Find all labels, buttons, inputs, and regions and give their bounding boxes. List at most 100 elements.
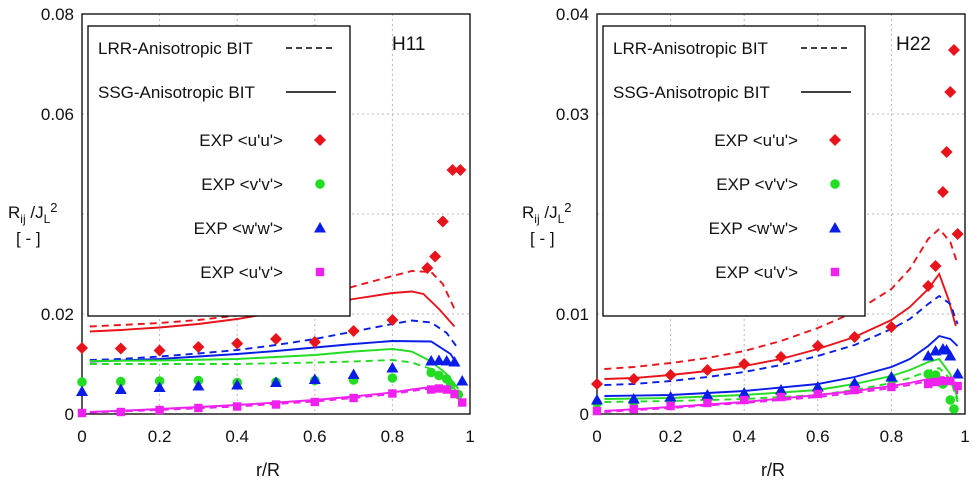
data-point-square (629, 404, 638, 414)
data-point-circle (426, 367, 437, 378)
data-point-square (887, 382, 896, 392)
y-tick-label: 0.02 (41, 305, 74, 324)
data-point-triangle (922, 350, 935, 361)
data-point-square (938, 376, 948, 386)
data-point-square (388, 389, 397, 398)
data-point-square (813, 389, 822, 399)
data-point-circle (116, 376, 126, 387)
data-point-diamond (738, 358, 751, 370)
legend-marker-square (315, 267, 325, 277)
data-point-triangle (775, 384, 787, 395)
data-point-triangle (951, 368, 964, 379)
legend-label: EXP <v'v'> (201, 175, 283, 194)
legend-marker-circle (830, 179, 840, 189)
data-point-diamond (944, 86, 957, 98)
series-line-lrr (604, 294, 959, 386)
plot-frame (81, 13, 471, 415)
data-point-triangle (701, 389, 714, 400)
data-point-diamond (701, 364, 714, 376)
data-point-triangle (347, 368, 360, 379)
legend-label: EXP <v'v'> (716, 175, 798, 194)
data-point-triangle (386, 362, 399, 373)
y-tick-label: 0.01 (556, 305, 589, 324)
legend-label: EXP <u'v'> (200, 263, 283, 282)
data-point-triangle (192, 380, 205, 391)
data-point-square (703, 398, 712, 408)
data-point-diamond (76, 342, 88, 354)
data-point-square (850, 385, 859, 395)
data-point-diamond (936, 186, 949, 198)
data-point-diamond (627, 373, 640, 385)
data-point-triangle (456, 375, 469, 386)
data-point-triangle (440, 355, 453, 366)
data-point-triangle (811, 381, 824, 392)
legend-box (602, 25, 866, 317)
data-point-square (931, 377, 940, 387)
data-point-square (458, 398, 467, 407)
series-line-ssg (89, 348, 460, 390)
legend-marker-triangle (829, 222, 841, 233)
data-point-diamond (848, 331, 861, 343)
x-axis-label: r/R (761, 460, 785, 480)
data-point-diamond (192, 341, 205, 353)
data-point-square (310, 397, 319, 407)
y-tick-label: 0 (580, 405, 589, 424)
x-tick-label: 0.2 (659, 427, 683, 446)
x-tick-label: 1 (960, 427, 969, 446)
panel-annotation: H22 (896, 34, 931, 55)
series-line-ssg (89, 340, 460, 368)
x-tick-label: 0.4 (225, 427, 249, 446)
x-tick-label: 0.8 (880, 427, 904, 446)
data-point-circle (387, 373, 398, 383)
data-point-square (442, 385, 451, 394)
x-tick-label: 0.4 (732, 427, 756, 446)
data-point-triangle (231, 379, 244, 390)
data-point-circle (930, 370, 941, 380)
data-point-circle (434, 370, 444, 381)
data-point-square (946, 376, 955, 386)
data-point-diamond (386, 314, 399, 326)
legend-label: LRR-Anisotropic BIT (98, 39, 253, 58)
legend: LRR-Anisotropic BIT SSG-Anisotropic BIT EX… (87, 25, 351, 317)
x-tick-label: 0.6 (303, 427, 327, 446)
data-point-triangle (944, 350, 957, 361)
legend-marker-circle (315, 179, 325, 189)
legend-label: EXP <w'w'> (194, 219, 283, 238)
exp-markers (591, 44, 964, 416)
data-point-square (349, 393, 358, 403)
data-point-diamond (940, 146, 953, 158)
data-point-diamond (947, 44, 960, 56)
data-point-diamond (270, 333, 282, 345)
series-line-lrr (89, 359, 460, 395)
x-tick-label: 0.6 (806, 427, 830, 446)
legend-label: SSG-Anisotropic BIT (613, 83, 770, 102)
data-point-diamond (308, 336, 321, 348)
data-point-square (427, 385, 436, 394)
data-point-triangle (591, 394, 603, 405)
data-point-diamond (664, 369, 677, 381)
data-point-circle (923, 369, 933, 379)
data-point-diamond (347, 325, 360, 337)
data-point-circle (945, 395, 956, 405)
data-point-diamond (811, 340, 824, 352)
y-axis-label: Rij /JL2 (522, 200, 572, 226)
y-axis-label: Rij /JL2 (8, 200, 58, 226)
data-point-triangle (76, 385, 88, 396)
series-line-lrr (604, 227, 959, 370)
legend-label: EXP <u'u'> (714, 131, 798, 150)
legend-label: EXP <u'v'> (715, 263, 798, 282)
x-tick-label: 0.8 (381, 427, 405, 446)
legend: LRR-Anisotropic BIT SSG-Anisotropic BIT EX… (602, 25, 866, 317)
panel-annotation: H11 (392, 34, 425, 55)
data-point-circle (949, 404, 959, 414)
data-point-diamond (446, 164, 459, 176)
legend-label: EXP <w'w'> (709, 219, 798, 238)
series-line-ssg (604, 272, 957, 380)
data-point-square (740, 395, 749, 405)
data-point-diamond (421, 262, 434, 274)
data-point-triangle (885, 371, 898, 382)
legend-marker-diamond (314, 134, 326, 146)
data-point-square (592, 406, 602, 416)
